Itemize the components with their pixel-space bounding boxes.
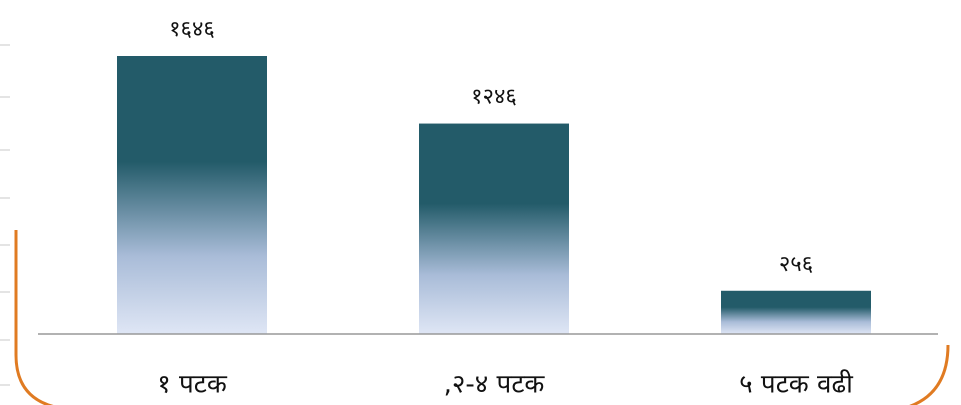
category-label: ,२-४ पटक — [444, 370, 546, 400]
category-label: १ पटक — [157, 370, 228, 400]
left-ticks — [0, 44, 10, 386]
bar — [721, 290, 871, 334]
value-label: २५६ — [779, 252, 813, 277]
category-label: ५ पटक वढी — [739, 369, 854, 400]
bar — [419, 123, 569, 335]
value-label: १२४६ — [471, 85, 517, 110]
frame-left — [14, 230, 54, 405]
value-label: १६४६ — [169, 17, 215, 42]
frame-right — [908, 344, 950, 405]
bar — [117, 56, 267, 334]
